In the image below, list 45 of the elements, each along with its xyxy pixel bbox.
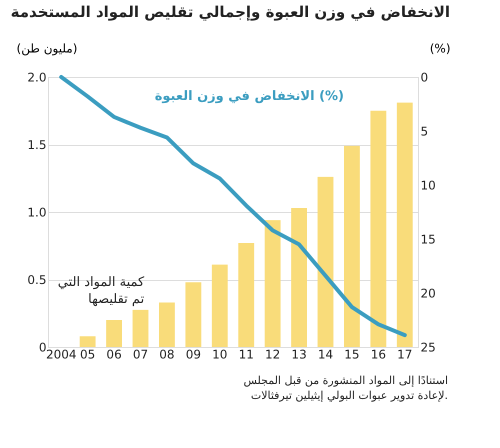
y2-tick-label: 0 [420, 70, 428, 84]
bar [291, 208, 307, 347]
x-tick-label: 12 [265, 348, 280, 362]
x-tick-label: 11 [238, 348, 254, 362]
x-tick-label: 10 [212, 348, 228, 362]
y-tick-label: 1.0 [27, 206, 46, 220]
bar [132, 310, 148, 347]
y2-axis-title: (%) [430, 42, 450, 56]
y2-tick-label: 20 [420, 286, 436, 300]
bar [185, 282, 202, 347]
x-tick-label: 17 [397, 348, 412, 362]
y2-tick-label: 5 [420, 124, 428, 138]
bar [238, 243, 254, 347]
bar [264, 220, 281, 347]
x-tick-label: 16 [370, 348, 386, 362]
bar [318, 176, 334, 347]
text: استنادًا إلى المواد المنشورة من قبل المجلس لإعادة تدوير عبوات البولي إيثيلين تيرفثالات. [243, 374, 448, 402]
bar [370, 110, 386, 347]
x-tick-label: 14 [318, 348, 334, 362]
y-axis-title: (مليون طن) [16, 42, 78, 56]
bar [344, 146, 360, 347]
y-tick-label: 1.5 [27, 138, 46, 152]
bar [212, 264, 228, 347]
text: الانخفاض في وزن العبوة (%) [154, 88, 344, 104]
x-tick-label: 07 [132, 348, 148, 362]
x-tick-label: 06 [106, 348, 122, 362]
chart-title: الانخفاض في وزن العبوة وإجمالي تقليص المواد المستخدمة [10, 3, 450, 21]
bar [159, 302, 175, 347]
y-tick-label: 0.5 [27, 273, 46, 287]
series-label: كمية المواد التي تم تقليصها [58, 275, 146, 308]
x-tick-label: 13 [291, 348, 307, 362]
bar [396, 102, 413, 347]
x-tick-label: 15 [344, 348, 360, 362]
y-tick-label: 0 [38, 340, 46, 354]
y-tick-label: 2.0 [27, 70, 46, 84]
x-tick-label: 09 [186, 348, 201, 362]
x-tick-label: 2004 [46, 348, 76, 362]
line-series [59, 75, 407, 338]
x-tick-label: 05 [80, 348, 96, 362]
y2-tick-label: 25 [420, 340, 436, 354]
y2-tick-label: 15 [420, 232, 436, 246]
x-tick-label: 08 [159, 348, 175, 362]
bar [106, 320, 122, 347]
bar [80, 336, 96, 347]
y2-tick-label: 10 [420, 178, 436, 192]
